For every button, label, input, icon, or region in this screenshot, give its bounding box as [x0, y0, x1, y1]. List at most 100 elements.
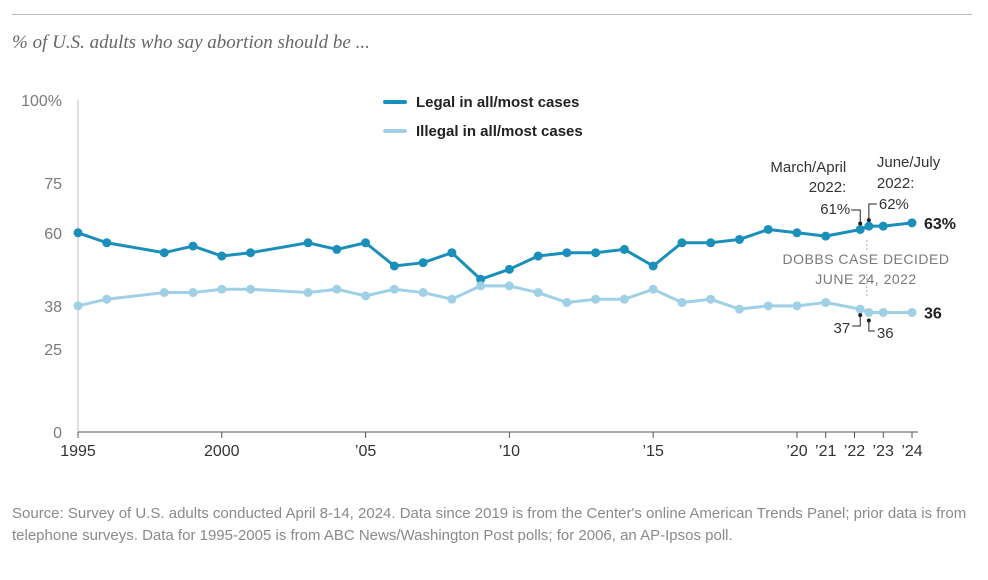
y-tick-label: 100%: [21, 93, 62, 110]
data-point: [389, 261, 399, 271]
data-point: [217, 284, 227, 294]
data-point: [447, 248, 457, 258]
data-point: [619, 294, 629, 304]
y-tick-label: 25: [44, 342, 62, 359]
data-point: [562, 248, 572, 258]
y-tick-label: 38: [44, 299, 62, 316]
y-tick-label: 75: [44, 176, 62, 193]
data-point: [706, 294, 716, 304]
data-point: [188, 288, 198, 298]
data-point: [821, 231, 831, 241]
data-point: [476, 281, 486, 291]
data-point: [73, 301, 83, 311]
data-point: [504, 264, 514, 274]
data-point: [332, 284, 342, 294]
annotation-march-april-line2: 2022:: [809, 179, 847, 196]
data-point: [159, 248, 169, 258]
annotation-march-april-legal: 61%: [820, 201, 850, 218]
x-tick-label: ’21: [815, 443, 836, 460]
x-tick-label: ’23: [873, 443, 894, 460]
data-point: [246, 284, 256, 294]
x-tick-label: ’22: [844, 443, 865, 460]
chart-annotations: March/April 2022: June/July 2022: 61% 62% DOBB…: [770, 154, 949, 342]
annotation-dot: [866, 218, 871, 223]
x-tick-label: ’10: [499, 443, 520, 460]
y-tick-label: 0: [53, 425, 62, 442]
data-point: [591, 294, 601, 304]
data-point: [878, 307, 888, 317]
source-note: Source: Survey of U.S. adults conducted …: [12, 505, 967, 544]
data-point: [332, 244, 342, 254]
x-tick-label: ’05: [355, 443, 376, 460]
x-tick-label: 1995: [60, 443, 96, 460]
annotation-leader: [851, 209, 861, 224]
data-point: [763, 224, 773, 234]
x-tick-label: 2000: [204, 443, 240, 460]
data-point: [734, 304, 744, 314]
data-point: [648, 284, 658, 294]
data-point: [533, 251, 543, 261]
data-point: [907, 218, 917, 228]
data-point: [562, 298, 572, 308]
data-point: [907, 307, 917, 317]
annotation-leader: [852, 315, 861, 327]
chart-subtitle: % of U.S. adults who say abortion should…: [12, 32, 370, 53]
data-point: [73, 228, 83, 238]
annotation-march-april-illegal: 37: [834, 320, 851, 337]
y-tick-label: 60: [44, 226, 62, 243]
top-rule: [12, 14, 972, 15]
dobbs-label-line1: DOBBS CASE DECIDED: [783, 251, 950, 267]
data-point: [677, 238, 687, 248]
data-point: [533, 288, 543, 298]
data-point: [361, 238, 371, 248]
data-point: [361, 291, 371, 301]
data-point: [159, 288, 169, 298]
data-point: [389, 284, 399, 294]
data-point: [855, 304, 865, 314]
data-point: [102, 294, 112, 304]
data-point: [303, 238, 313, 248]
annotation-leader: [868, 320, 875, 332]
x-tick-label: ’15: [642, 443, 663, 460]
data-point: [188, 241, 198, 251]
legend-label: Illegal in all/most cases: [416, 123, 583, 140]
data-point: [821, 298, 831, 308]
x-tick-label: ’20: [786, 443, 807, 460]
data-point: [418, 288, 428, 298]
annotation-leader: [868, 203, 877, 221]
annotation-june-july-illegal: 36: [877, 325, 894, 342]
legend-label: Legal in all/most cases: [416, 94, 579, 111]
data-point: [217, 251, 227, 261]
data-point: [864, 221, 874, 231]
data-point: [706, 238, 716, 248]
annotation-march-april-line1: March/April: [770, 159, 846, 176]
series-end-label: 63%: [924, 216, 956, 233]
chart-lines: 63% 36: [73, 216, 956, 322]
annotation-june-july-line2: 2022:: [877, 175, 915, 192]
data-point: [855, 224, 865, 234]
annotation-june-july-legal: 62%: [879, 196, 909, 213]
series-end-label: 36: [924, 305, 942, 322]
data-point: [878, 221, 888, 231]
data-point: [303, 288, 313, 298]
data-point: [763, 301, 773, 311]
data-point: [591, 248, 601, 258]
data-point: [648, 261, 658, 271]
data-point: [447, 294, 457, 304]
data-point: [864, 307, 874, 317]
dobbs-label-line2: JUNE 24, 2022: [815, 271, 916, 287]
data-point: [102, 238, 112, 248]
data-point: [734, 234, 744, 244]
data-point: [504, 281, 514, 291]
annotation-dot: [858, 221, 863, 226]
data-point: [246, 248, 256, 258]
data-point: [619, 244, 629, 254]
data-point: [792, 301, 802, 311]
data-point: [792, 228, 802, 238]
annotation-june-july-line1: June/July: [877, 154, 941, 171]
x-tick-label: ’24: [901, 443, 922, 460]
series-line: [77, 284, 912, 314]
data-point: [418, 258, 428, 268]
